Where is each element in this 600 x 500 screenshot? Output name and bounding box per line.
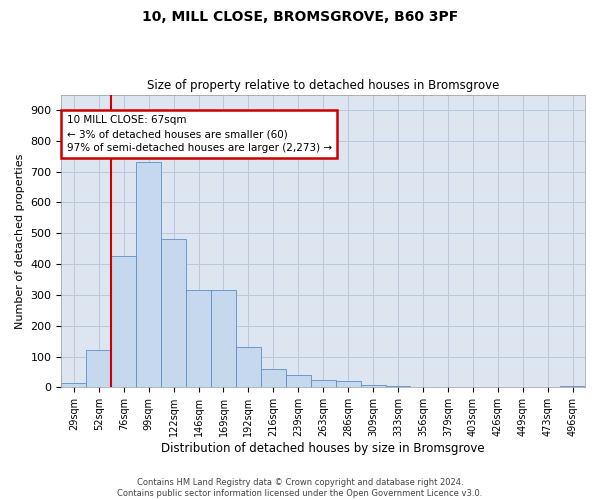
Bar bbox=[211, 290, 236, 388]
Bar bbox=[386, 386, 410, 388]
Bar bbox=[335, 381, 361, 388]
Bar bbox=[286, 375, 311, 388]
Bar bbox=[560, 386, 585, 388]
Bar bbox=[311, 380, 335, 388]
Y-axis label: Number of detached properties: Number of detached properties bbox=[15, 154, 25, 328]
Bar bbox=[236, 348, 261, 388]
Bar bbox=[86, 350, 111, 388]
Text: Contains HM Land Registry data © Crown copyright and database right 2024.
Contai: Contains HM Land Registry data © Crown c… bbox=[118, 478, 482, 498]
Bar bbox=[111, 256, 136, 388]
Text: 10, MILL CLOSE, BROMSGROVE, B60 3PF: 10, MILL CLOSE, BROMSGROVE, B60 3PF bbox=[142, 10, 458, 24]
Bar bbox=[361, 385, 386, 388]
Text: 10 MILL CLOSE: 67sqm
← 3% of detached houses are smaller (60)
97% of semi-detach: 10 MILL CLOSE: 67sqm ← 3% of detached ho… bbox=[67, 115, 332, 153]
Bar bbox=[186, 290, 211, 388]
Bar bbox=[161, 240, 186, 388]
Bar bbox=[136, 162, 161, 388]
Bar bbox=[61, 382, 86, 388]
Title: Size of property relative to detached houses in Bromsgrove: Size of property relative to detached ho… bbox=[147, 79, 499, 92]
X-axis label: Distribution of detached houses by size in Bromsgrove: Distribution of detached houses by size … bbox=[161, 442, 485, 455]
Bar bbox=[261, 369, 286, 388]
